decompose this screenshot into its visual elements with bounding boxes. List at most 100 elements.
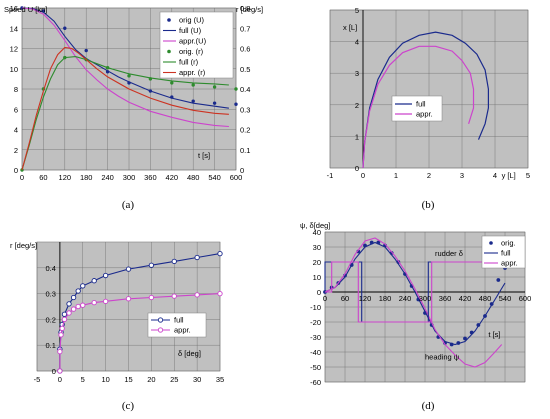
- panel-a-ytick-right-label: 0.3: [240, 105, 250, 114]
- panel-c-xtick-label: 30: [193, 375, 201, 384]
- panel-d-caption: (d): [422, 400, 435, 412]
- panel-c-legend-label: full: [174, 316, 184, 325]
- panel-b-xtick-label: 0: [361, 171, 365, 180]
- panel-b-legend-label: full: [416, 100, 426, 109]
- panel-c-legend: [147, 312, 207, 338]
- panel-c-series-1-point: [57, 368, 63, 374]
- panel-d-xtick-label: 480: [479, 294, 492, 303]
- panel-a-ytick-right-label: 0.8: [240, 4, 250, 13]
- panel-c-series-0-point: [70, 294, 77, 301]
- panel-a-legend: [159, 11, 234, 79]
- panel-a-series-3-point: [212, 85, 217, 89]
- panel-a-xlabel: t [s]: [198, 151, 210, 160]
- panel-a-legend-label: full (U): [179, 26, 202, 35]
- panel-c-series-0-point: [217, 250, 223, 257]
- panel-d-annotation-rudder: rudder δ: [435, 249, 463, 258]
- panel-c-xtick-label: 0: [58, 375, 62, 384]
- panel-d-xlabel: t [s]: [488, 330, 500, 339]
- panel-a-ytick-right-label: 0.7: [240, 24, 250, 33]
- panel-a-legend-label: orig. (r): [179, 47, 204, 56]
- panel-c-series-0-point: [102, 272, 109, 279]
- panel-c-series-1-point: [91, 299, 97, 306]
- panel-c-xtick-label: 5: [81, 375, 85, 384]
- panel-a-series-3-point: [234, 87, 238, 91]
- panel-a-series-3-point: [170, 81, 174, 85]
- panel-a-ytick-right-label: 0: [240, 166, 244, 175]
- panel-a-ytick-left-label: 14: [10, 24, 18, 33]
- panel-a-ytick-right-label: 0.5: [240, 65, 250, 74]
- panel-d-series-4-line: [325, 261, 495, 323]
- panel-c-ytick-label: 0.3: [45, 290, 55, 299]
- panel-a-ytick-right-label: 0.2: [240, 126, 250, 135]
- panel-a-ytick-right-label: 0.6: [240, 45, 250, 54]
- panel-d-ytick-label: 40: [313, 228, 321, 237]
- panel-c-series-0-point: [171, 258, 177, 264]
- panel-d-ytick-label: -30: [310, 333, 321, 342]
- chart-panel-a: 0 60 120 180 240 300 360 420 480 540 6000246810121…: [4, 4, 263, 211]
- panel-d-ytick-label: -60: [310, 378, 321, 387]
- panel-c-legend-marker: [157, 317, 164, 323]
- panel-c-xtick-label: 35: [216, 375, 224, 384]
- panel-a-xtick-label: 60: [39, 173, 47, 182]
- panel-d-ytick-label: -20: [310, 318, 321, 327]
- panel-c-xtick-label: 10: [101, 375, 109, 384]
- panel-a-ylabel-right: r [deg/s]: [236, 5, 263, 14]
- panel-b-series-1-line: [362, 45, 475, 169]
- panel-a-ytick-left-label: 4: [14, 126, 18, 135]
- panel-a-xtick-label: 0: [20, 173, 24, 182]
- panel-b-ytick-label: 1: [355, 132, 359, 141]
- panel-c-series-0-point: [91, 278, 97, 284]
- panel-c-series-1-point: [217, 290, 223, 297]
- panel-d-ylabel: ψ, δ[deg]: [300, 221, 330, 230]
- panel-d-legend-marker: [489, 241, 493, 245]
- panel-d-xtick-label: 0: [323, 294, 327, 303]
- panel-d-ytick-label: 10: [313, 273, 321, 282]
- panel-c-xtick-label: 25: [170, 375, 178, 384]
- chart-panel-d: 0 60 120 180 240 300 360 420 480 540 600-60-50-40-…: [300, 221, 531, 412]
- panel-d-legend-label: full: [501, 249, 511, 258]
- panel-a-ytick-left-label: 16: [10, 4, 18, 13]
- panel-c-series-1-point: [171, 293, 177, 299]
- panel-a-series-0-point: [84, 48, 88, 53]
- panel-a-xtick-label: 300: [123, 173, 136, 182]
- panel-b-ytick-label: 4: [355, 38, 359, 47]
- panel-a-xtick-label: 120: [59, 173, 72, 182]
- panel-a-series-0-point: [212, 101, 217, 105]
- panel-a-xtick-label: 480: [187, 173, 200, 182]
- panel-d-ytick-label: -40: [310, 348, 321, 357]
- panel-d-xtick-label: 540: [499, 294, 512, 303]
- panel-a-ytick-right-label: 0.4: [240, 85, 250, 94]
- panel-a-xtick-label: 420: [166, 173, 179, 182]
- panel-c-series-0-point: [75, 288, 81, 294]
- panel-c-xtick-label: 15: [124, 375, 132, 384]
- panel-c-series-1-point: [57, 348, 63, 355]
- panel-b-xtick-label: 4: [493, 171, 497, 180]
- panel-d-xtick-label: 300: [419, 294, 432, 303]
- panel-c-series-1-point: [102, 298, 109, 304]
- panel-c-series-1-point: [75, 303, 81, 310]
- panel-a-series-2-line: [21, 7, 229, 128]
- panel-b-ylabel: x [L]: [343, 23, 357, 32]
- panel-d-ytick-label: 0: [317, 288, 321, 297]
- panel-c-series-1-point: [70, 306, 77, 312]
- panel-c-series-1-point: [66, 310, 72, 316]
- panel-c-caption: (c): [122, 400, 135, 412]
- panel-a-ytick-left-label: 12: [10, 45, 18, 54]
- panel-c-series-0-point: [61, 311, 68, 317]
- panel-a-ytick-right-label: 0.1: [240, 146, 250, 155]
- panel-c-legend-marker: [157, 327, 164, 333]
- panel-d-xtick-label: 120: [359, 294, 372, 303]
- panel-b-ytick-label: 3: [355, 69, 359, 78]
- panel-d-ytick-label: 20: [313, 258, 321, 267]
- panel-d-series-1-line: [324, 241, 506, 346]
- panel-a-legend-label: orig (U): [179, 16, 205, 25]
- panel-b-xtick-label: -1: [327, 171, 334, 180]
- panel-c-ytick-label: 0: [52, 367, 56, 376]
- panel-a-legend-label: appr.(U): [179, 37, 207, 46]
- panel-d-series-3-line: [324, 261, 495, 323]
- panel-c-ytick-label: 0.1: [45, 341, 55, 350]
- panel-d-xtick-label: 600: [519, 294, 532, 303]
- panel-a-legend-marker: [167, 49, 171, 54]
- panel-c-series-1-point: [58, 332, 64, 338]
